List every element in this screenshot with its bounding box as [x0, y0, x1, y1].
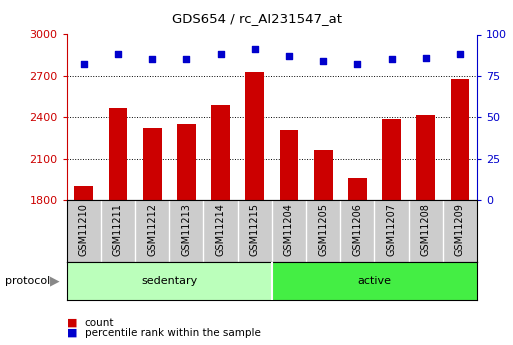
Bar [280, 130, 299, 345]
Bar [314, 150, 332, 345]
Bar [450, 79, 469, 345]
Point [80, 61, 88, 67]
Text: GSM11214: GSM11214 [215, 203, 226, 256]
Text: GSM11212: GSM11212 [147, 203, 157, 256]
Point [387, 57, 396, 62]
Point [182, 57, 190, 62]
Text: count: count [85, 318, 114, 327]
Text: GSM11208: GSM11208 [421, 203, 431, 256]
Bar [382, 119, 401, 345]
Point [251, 47, 259, 52]
Text: protocol: protocol [5, 276, 50, 286]
Point [422, 55, 430, 60]
Bar [417, 115, 435, 345]
Text: GSM11209: GSM11209 [455, 203, 465, 256]
Point [216, 52, 225, 57]
Point [285, 53, 293, 59]
Bar [211, 105, 230, 345]
Text: GSM11211: GSM11211 [113, 203, 123, 256]
Text: percentile rank within the sample: percentile rank within the sample [85, 328, 261, 338]
Point [456, 52, 464, 57]
Text: GDS654 / rc_AI231547_at: GDS654 / rc_AI231547_at [171, 12, 342, 25]
Text: sedentary: sedentary [141, 276, 198, 286]
Point [319, 58, 327, 64]
Bar [74, 186, 93, 345]
Text: ▶: ▶ [50, 275, 60, 288]
Bar [245, 72, 264, 345]
Point [148, 57, 156, 62]
Point [353, 61, 362, 67]
Text: GSM11210: GSM11210 [79, 203, 89, 256]
Text: GSM11206: GSM11206 [352, 203, 362, 256]
Bar [143, 128, 162, 345]
Text: GSM11205: GSM11205 [318, 203, 328, 256]
Text: ■: ■ [67, 318, 77, 327]
Bar [348, 178, 367, 345]
Text: GSM11213: GSM11213 [182, 203, 191, 256]
Point [114, 52, 122, 57]
Text: GSM11215: GSM11215 [250, 203, 260, 256]
Bar [109, 108, 127, 345]
Text: active: active [358, 276, 391, 286]
Bar [272, 262, 477, 300]
Text: ■: ■ [67, 328, 77, 338]
Bar [177, 124, 196, 345]
Text: GSM11207: GSM11207 [387, 203, 397, 256]
Text: GSM11204: GSM11204 [284, 203, 294, 256]
Bar [67, 262, 272, 300]
